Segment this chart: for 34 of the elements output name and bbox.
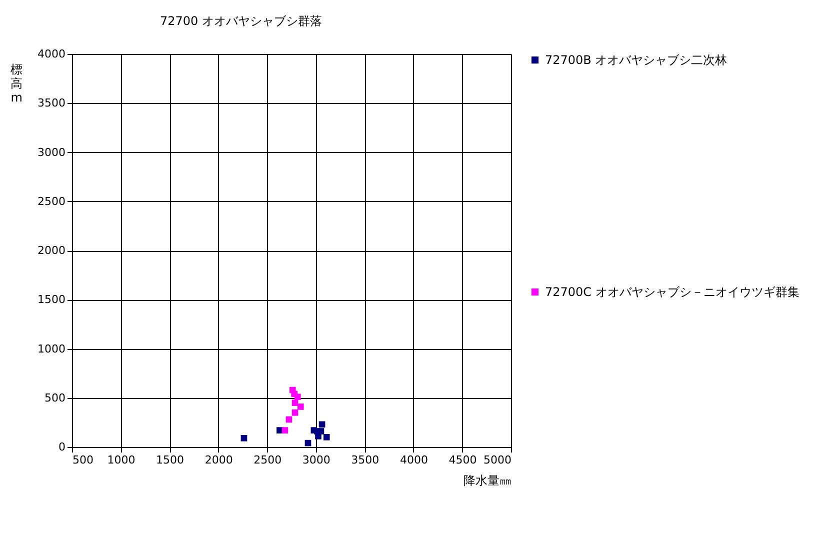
point: [304, 440, 312, 446]
x-tick-label: 2000: [204, 454, 233, 466]
y-tick-label: 4000: [38, 48, 66, 60]
x-tick-label: 4000: [400, 454, 428, 466]
y-axis-title: 標高m: [10, 62, 22, 104]
legend-label: 72700C オオバヤシャブシ－ニオイウツギ群集: [545, 285, 800, 299]
point: [318, 421, 326, 428]
y-tick-label: 500: [44, 391, 66, 404]
x-tick-label: 2500: [254, 454, 282, 466]
x-tick-label: 3000: [302, 454, 330, 466]
point: [323, 434, 330, 440]
point: [292, 409, 298, 416]
y-tick-label: 3500: [38, 96, 66, 110]
point: [282, 427, 288, 434]
point: [240, 434, 248, 442]
point: [298, 404, 304, 410]
point: [286, 416, 292, 423]
y-tick-label: 0: [58, 440, 66, 454]
x-tick-label: 5000: [484, 454, 512, 466]
y-tick-label: 2000: [38, 244, 66, 257]
y-tick-label: 1000: [38, 342, 66, 356]
chart-title: 72700 オオバヤシャブシ群落: [160, 14, 322, 28]
x-tick-label: 1500: [156, 454, 184, 466]
y-tick-label: 2500: [38, 194, 66, 208]
point: [292, 400, 298, 406]
x-axis-title: 降水量㎜: [464, 474, 512, 488]
y-tick-label: 1500: [38, 293, 66, 306]
x-tick-label: 4500: [448, 454, 477, 466]
y-tick-label: 3000: [38, 146, 66, 159]
x-tick-label: 3500: [351, 454, 380, 466]
legend-label: 72700B オオバヤシャブシ二次林: [545, 53, 728, 67]
x-tick-label: 500: [72, 454, 94, 466]
x-tick-label: 1000: [107, 454, 136, 466]
point: [294, 394, 301, 400]
